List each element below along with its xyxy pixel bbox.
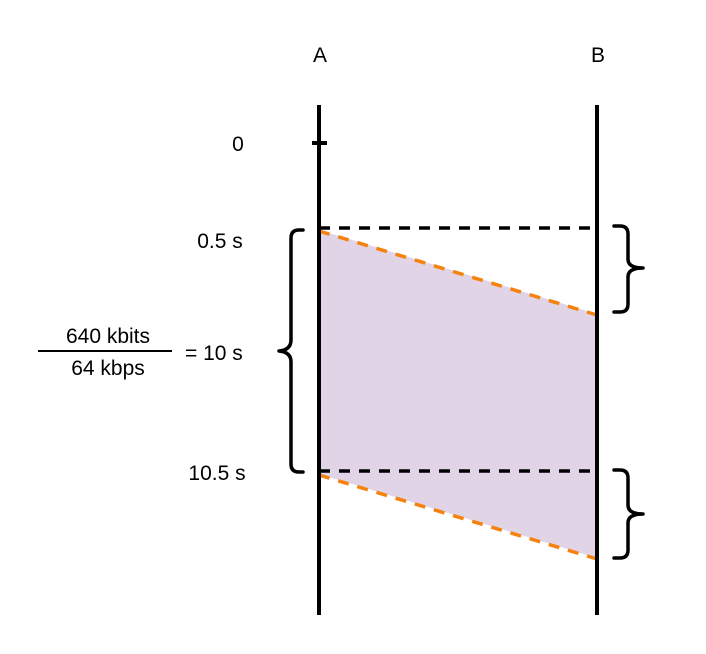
equation-denominator: 64 kbps	[71, 357, 145, 380]
node-label-b: B	[591, 44, 605, 67]
equation-numerator: 640 kbits	[66, 325, 150, 348]
node-label-a: A	[313, 44, 327, 67]
time-label-zero: 0	[232, 133, 244, 156]
right-curly-brace-upper	[612, 224, 645, 314]
transmission-shaded-region	[319, 230, 597, 558]
equation-result: = 10 s	[185, 342, 243, 365]
propagation-line-last-bit	[318, 473, 598, 561]
right-curly-brace-lower	[612, 468, 645, 560]
left-curly-brace	[277, 228, 305, 474]
time-label-end: 10.5 s	[188, 462, 245, 485]
time-label-start: 0.5 s	[197, 230, 243, 253]
propagation-line-first-bit	[318, 229, 598, 317]
